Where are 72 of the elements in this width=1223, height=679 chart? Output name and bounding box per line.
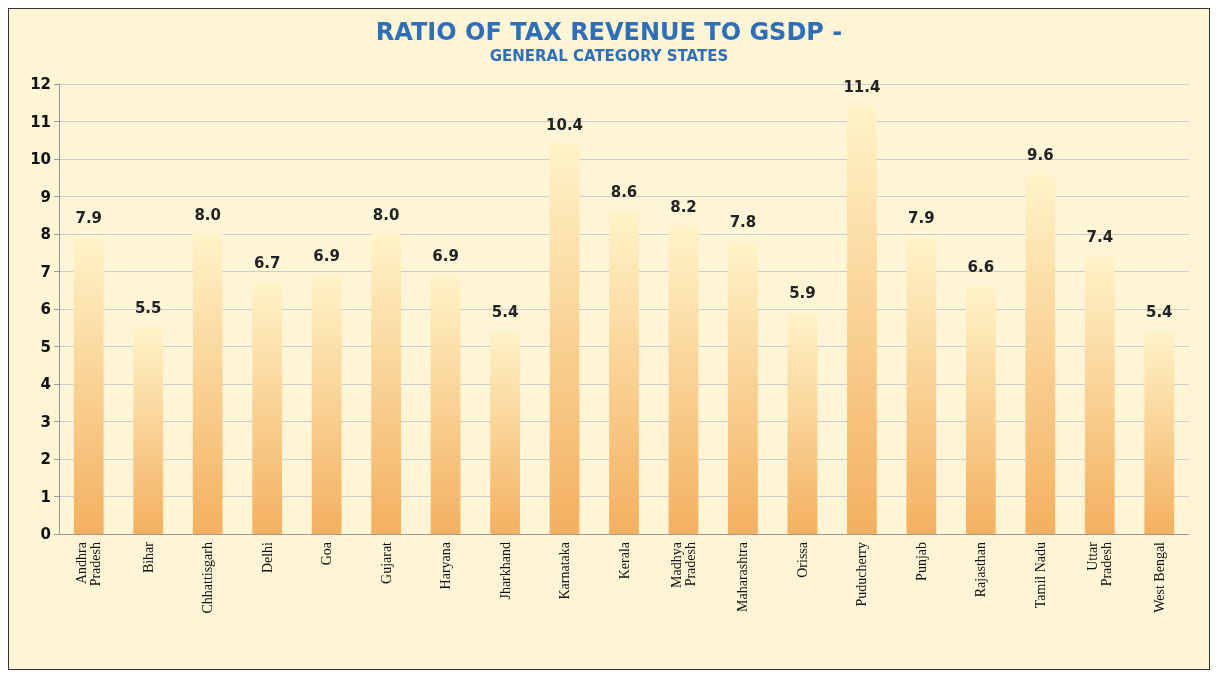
data-label: 5.4 <box>491 303 519 321</box>
data-label: 8.2 <box>670 198 697 216</box>
x-tick-label: Punjab <box>913 542 929 581</box>
x-tick-label: Madhya Pradesh <box>668 541 698 588</box>
bar <box>1144 331 1175 534</box>
y-tick-label: 6 <box>40 300 51 318</box>
bar <box>728 241 758 534</box>
data-label: 7.8 <box>729 213 757 231</box>
y-tick-label: 7 <box>40 262 51 281</box>
y-tick-label: 11 <box>30 112 51 131</box>
data-label: 6.6 <box>967 258 995 276</box>
x-tick-label: Tamil Nadu <box>1032 542 1048 609</box>
bar <box>1084 256 1115 534</box>
data-label: 5.9 <box>789 284 816 303</box>
bar <box>609 211 639 534</box>
bar <box>1025 174 1056 534</box>
bar <box>965 286 996 534</box>
x-tick-label: Orissa <box>794 541 810 578</box>
y-tick-label: 0 <box>40 525 51 543</box>
data-label: 9.6 <box>1027 145 1054 164</box>
x-tick-label: Uttar Pradesh <box>1085 541 1115 587</box>
data-label: 5.4 <box>1145 303 1173 321</box>
data-label: 8.0 <box>194 205 221 224</box>
x-tick-label: Kerala <box>616 541 632 580</box>
bar <box>371 234 401 534</box>
y-tick-label: 1 <box>40 487 51 506</box>
bar <box>311 275 342 534</box>
data-label: 11.4 <box>843 78 881 96</box>
data-label: 6.9 <box>432 246 459 265</box>
x-tick-label: West Bengal <box>1151 541 1167 613</box>
y-tick-label: 10 <box>30 150 51 168</box>
data-label: 6.7 <box>253 254 281 273</box>
bar <box>73 237 104 534</box>
bar <box>192 234 223 534</box>
y-tick-label: 4 <box>40 375 51 393</box>
data-label: 8.0 <box>372 205 400 224</box>
chart-subtitle: GENERAL CATEGORY STATES <box>489 46 729 65</box>
data-label: 7.9 <box>75 209 103 228</box>
bar <box>490 331 520 534</box>
data-label: 6.9 <box>313 246 340 265</box>
bar <box>906 237 937 534</box>
y-tick-label: 5 <box>40 337 51 356</box>
x-tick-label: Goa <box>319 541 335 566</box>
x-tick-label: Delhi <box>259 541 275 574</box>
y-tick-label: 2 <box>40 450 51 468</box>
bar <box>787 312 818 534</box>
x-tick-label: Haryana <box>438 541 454 590</box>
x-tick-label: Andhra Pradesh <box>74 541 104 587</box>
data-label: 7.4 <box>1086 228 1114 246</box>
data-label: 5.5 <box>134 299 162 318</box>
x-tick-label: Jharkhand <box>497 542 513 600</box>
x-tick-label: Maharashtra <box>735 541 751 612</box>
x-tick-label: Chhattisgarh <box>200 542 216 614</box>
x-tick-label: Gujarat <box>378 541 394 584</box>
y-tick-label: 9 <box>40 187 51 206</box>
y-tick-label: 8 <box>40 225 51 243</box>
bar <box>430 275 461 534</box>
data-label: 8.6 <box>610 183 638 201</box>
x-tick-label: Bihar <box>140 541 156 574</box>
bar <box>847 106 877 534</box>
x-tick-label: Puducherry <box>854 542 870 607</box>
y-tick-label: 12 <box>30 75 51 93</box>
chart-title: RATIO OF TAX REVENUE TO GSDP - <box>375 18 843 46</box>
data-label: 7.9 <box>908 209 935 228</box>
bar <box>668 226 699 534</box>
bar <box>252 282 283 534</box>
y-tick-label: 3 <box>40 412 51 431</box>
x-tick-label: Karnataka <box>557 541 573 600</box>
data-label: 10.4 <box>546 115 584 134</box>
bar <box>133 327 164 534</box>
x-tick-label: Rajasthan <box>973 542 989 598</box>
bar <box>549 144 580 534</box>
